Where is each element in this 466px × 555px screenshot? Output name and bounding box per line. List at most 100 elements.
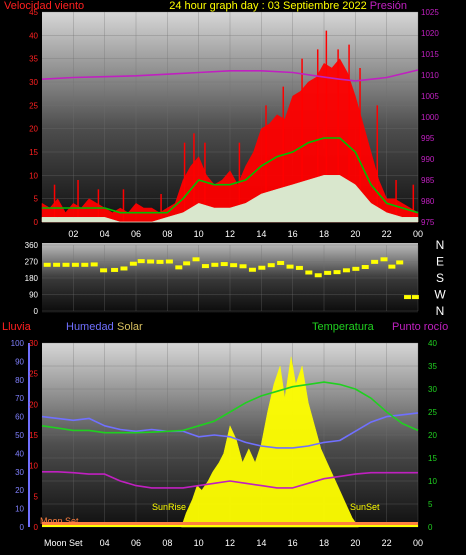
humidity-line — [41, 412, 419, 449]
wind-speed-axis: 0 5 10 15 20 25 30 35 40 45 — [29, 8, 38, 227]
rain-y-tick-label: 25 — [29, 370, 38, 379]
x-tick-label: 04 — [100, 538, 110, 548]
direction-y-tick-label: 180 — [25, 274, 39, 283]
climate-panel-series — [41, 356, 419, 528]
temperature-axis: 0 5 10 15 20 25 30 35 40 — [428, 339, 437, 532]
wind-lull-area — [41, 175, 419, 223]
temperature-y-tick-label: 0 — [428, 523, 433, 532]
temperature-line — [41, 381, 419, 434]
direction-point — [111, 267, 119, 272]
compass-label: N — [436, 238, 445, 252]
temperature-y-tick-label: 35 — [428, 362, 437, 371]
x-tick-label: 18 — [319, 229, 329, 239]
direction-y-tick-label: 360 — [25, 241, 39, 250]
direction-point — [324, 270, 332, 275]
pressure-y-tick-label: 975 — [421, 218, 435, 227]
direction-point — [120, 266, 128, 271]
x-tick-label: 16 — [288, 538, 298, 548]
direction-point — [137, 259, 145, 264]
pressure-y-tick-label: 995 — [421, 134, 435, 143]
wind-y-tick-label: 20 — [29, 125, 38, 134]
direction-point — [396, 260, 404, 265]
temperature-y-tick-label: 10 — [428, 477, 437, 486]
graph-title: 24 hour graph day : 03 Septiembre 2022 — [169, 0, 367, 12]
direction-point — [380, 257, 388, 262]
x-tick-label: 12 — [225, 229, 235, 239]
moon-line — [42, 522, 418, 525]
temperature-y-tick-label: 30 — [428, 385, 437, 394]
x-tick-label: 18 — [319, 538, 329, 548]
direction-point — [342, 268, 350, 273]
rain-axis: 0 5 10 15 20 25 30 — [29, 339, 38, 532]
temperature-y-tick-label: 15 — [428, 454, 437, 463]
direction-point — [71, 262, 79, 267]
humidity-y-tick-label: 90 — [15, 357, 24, 366]
humidity-label: Humedad — [66, 321, 114, 333]
pressure-y-tick-label: 1005 — [421, 92, 439, 101]
compass-label: N — [436, 304, 445, 318]
x-tick-label: 12 — [225, 538, 235, 548]
x-tick-label: 02 — [68, 229, 78, 239]
direction-point — [277, 260, 285, 265]
dewpoint-label: Punto rocío — [392, 321, 448, 333]
rain-y-tick-label: 0 — [34, 523, 39, 532]
direction-point — [192, 257, 200, 262]
x-tick-label: 14 — [256, 538, 266, 548]
direction-point — [230, 263, 238, 268]
humidity-y-tick-label: 80 — [15, 376, 24, 385]
temperature-y-tick-label: 20 — [428, 431, 437, 440]
direction-point — [100, 268, 108, 273]
humidity-axis: 0 10 20 30 40 50 60 70 80 90 100 — [11, 339, 30, 532]
direction-point — [129, 261, 137, 266]
temperature-y-tick-label: 25 — [428, 408, 437, 417]
pressure-y-tick-label: 1015 — [421, 50, 439, 59]
temperature-y-tick-label: 40 — [428, 339, 437, 348]
wind-y-tick-label: 45 — [29, 8, 38, 17]
wind-panel-x-axis: 02 04 06 08 10 12 14 16 18 20 22 00 — [68, 229, 423, 239]
direction-point — [286, 264, 294, 269]
direction-point — [220, 262, 228, 267]
x-tick-label: 08 — [162, 229, 172, 239]
wind-y-tick-label: 15 — [29, 148, 38, 157]
direction-point — [295, 265, 303, 270]
temperature-label: Temperatura — [312, 321, 375, 333]
x-tick-label: 16 — [288, 229, 298, 239]
direction-point — [314, 273, 322, 278]
direction-point — [371, 259, 379, 264]
rain-y-tick-label: 5 — [34, 492, 39, 501]
direction-point — [248, 267, 256, 272]
solar-label: Solar — [117, 321, 143, 333]
compass-label: S — [436, 271, 444, 285]
x-tick-label: 22 — [382, 538, 392, 548]
direction-point — [81, 262, 89, 267]
climate-panel-x-axis: 04 06 08 10 12 14 16 18 20 22 00 — [100, 538, 423, 548]
direction-point — [156, 259, 164, 264]
pressure-y-tick-label: 985 — [421, 176, 435, 185]
direction-point — [90, 262, 98, 267]
temperature-y-tick-label: 5 — [428, 500, 433, 509]
direction-point — [411, 295, 419, 300]
rain-y-tick-label: 10 — [29, 462, 38, 471]
direction-point — [333, 270, 341, 275]
direction-point — [53, 262, 61, 267]
wind-y-tick-label: 25 — [29, 101, 38, 110]
direction-point — [361, 265, 369, 269]
direction-point — [305, 270, 313, 275]
direction-point — [165, 259, 173, 264]
humidity-y-tick-label: 70 — [15, 394, 24, 403]
x-tick-label: 00 — [413, 229, 423, 239]
pressure-label: Presión — [370, 0, 407, 12]
direction-point — [258, 265, 266, 270]
direction-point — [183, 261, 191, 266]
pressure-y-tick-label: 980 — [421, 197, 435, 206]
sunset-label: SunSet — [350, 502, 380, 512]
x-tick-label: 06 — [131, 229, 141, 239]
solar-area — [181, 356, 359, 528]
wind-panel-series — [41, 30, 419, 223]
direction-point — [43, 262, 51, 267]
pressure-axis: 975 980 985 990 995 1000 1005 1010 1015 1020 1025 — [421, 8, 439, 227]
rain-label: Lluvia — [2, 321, 32, 333]
